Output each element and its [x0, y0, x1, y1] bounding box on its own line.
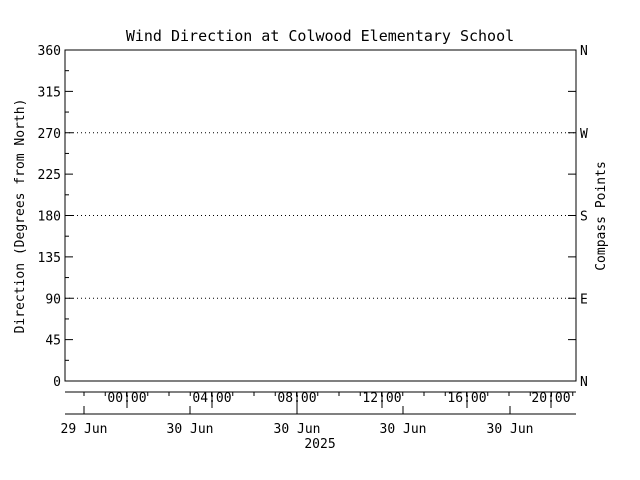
time-tick-label: 12:00 — [362, 391, 401, 406]
date-tick-label: 30 Jun — [274, 422, 321, 437]
date-tick-label: 29 Jun — [61, 422, 108, 437]
y-tick-label: 270 — [38, 127, 61, 142]
chart-title: Wind Direction at Colwood Elementary Sch… — [126, 27, 514, 45]
compass-tick-label: N — [580, 44, 588, 59]
compass-tick-label: E — [580, 292, 588, 307]
y-tick-label: 360 — [38, 44, 61, 59]
year-label: 2025 — [304, 437, 335, 452]
y-tick-label: 45 — [45, 334, 61, 349]
y-tick-label: 90 — [45, 292, 61, 307]
y-tick-label: 180 — [38, 210, 61, 225]
left-y-axis: 0 45 90 135 180 225 270 315 360 — [38, 44, 73, 390]
compass-tick-label: N — [580, 375, 588, 390]
time-tick-label: 00:00 — [107, 391, 146, 406]
y-tick-label: 0 — [53, 375, 61, 390]
reference-lines — [65, 132, 576, 299]
y-tick-label: 225 — [38, 168, 61, 183]
time-tick-label: 16:00 — [447, 391, 486, 406]
compass-tick-label: S — [580, 210, 588, 225]
date-axis: 29 Jun 30 Jun 30 Jun 30 Jun 30 Jun — [61, 406, 534, 437]
time-tick-label: 20:00 — [531, 391, 570, 406]
right-y-axis: N E S W N — [568, 44, 588, 390]
y-tick-label: 315 — [38, 85, 61, 100]
time-axis: 00:00 04:00 08:00 12:00 16:00 20:00 — [83, 391, 574, 408]
time-tick-label: 08:00 — [277, 391, 316, 406]
y-tick-label: 135 — [38, 251, 61, 266]
date-tick-label: 30 Jun — [380, 422, 427, 437]
date-tick-label: 30 Jun — [167, 422, 214, 437]
right-axis-label: Compass Points — [594, 161, 609, 271]
time-tick-label: 04:00 — [192, 391, 231, 406]
compass-tick-label: W — [580, 127, 588, 142]
date-tick-label: 30 Jun — [487, 422, 534, 437]
y-axis-label: Direction (Degrees from North) — [13, 99, 28, 334]
